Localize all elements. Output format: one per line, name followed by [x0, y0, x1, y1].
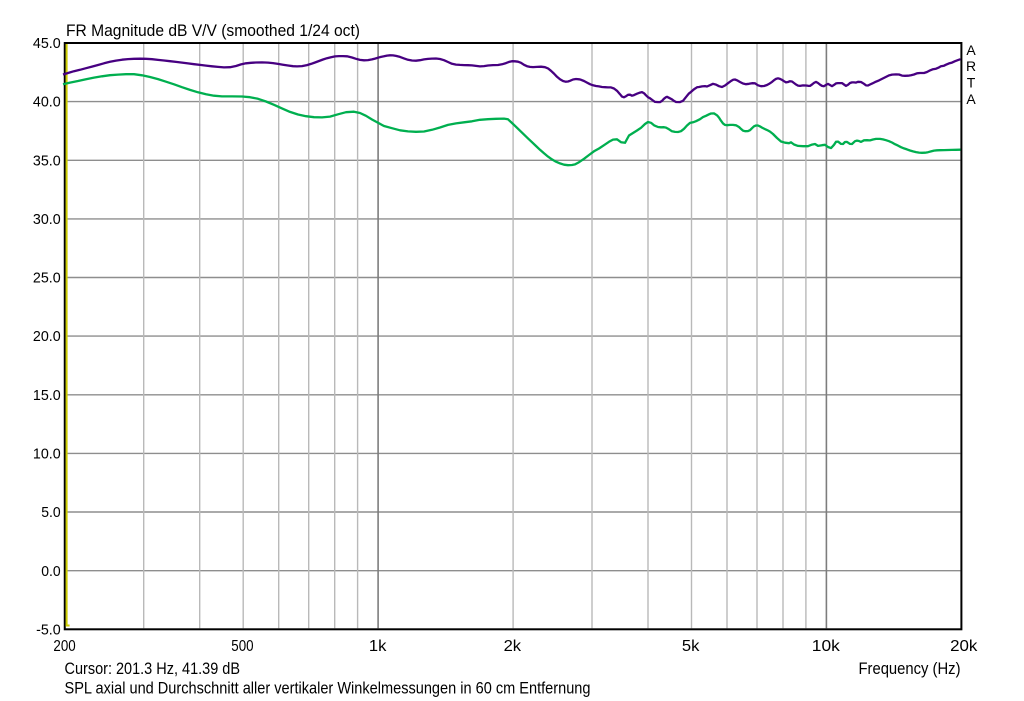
svg-text:40.0: 40.0: [33, 94, 61, 111]
svg-text:1k: 1k: [369, 638, 388, 655]
svg-text:500: 500: [231, 638, 253, 655]
svg-text:A: A: [966, 42, 976, 58]
svg-text:25.0: 25.0: [33, 270, 61, 287]
svg-text:0.0: 0.0: [41, 563, 60, 580]
svg-text:20.0: 20.0: [33, 328, 61, 345]
svg-text:-5.0: -5.0: [36, 621, 61, 638]
svg-text:FR Magnitude dB V/V (smoothed: FR Magnitude dB V/V (smoothed 1/24 oct): [66, 22, 360, 40]
svg-text:A: A: [966, 91, 976, 107]
svg-text:45.0: 45.0: [33, 35, 61, 52]
svg-text:T: T: [967, 75, 976, 91]
svg-text:2k: 2k: [504, 638, 523, 655]
svg-text:SPL axial und Durchschnitt all: SPL axial und Durchschnitt aller vertika…: [65, 680, 591, 698]
svg-text:10.0: 10.0: [33, 446, 61, 463]
svg-text:20k: 20k: [950, 638, 978, 655]
svg-text:5.0: 5.0: [41, 504, 60, 521]
svg-text:15.0: 15.0: [33, 387, 61, 404]
svg-text:30.0: 30.0: [33, 211, 61, 228]
svg-text:5k: 5k: [682, 638, 701, 655]
svg-text:35.0: 35.0: [33, 152, 61, 169]
svg-text:10k: 10k: [812, 638, 841, 655]
svg-text:200: 200: [53, 638, 75, 655]
svg-text:Frequency (Hz): Frequency (Hz): [859, 660, 961, 678]
svg-text:Cursor: 201.3 Hz, 41.39 dB: Cursor: 201.3 Hz, 41.39 dB: [65, 660, 241, 678]
svg-text:R: R: [966, 58, 976, 74]
